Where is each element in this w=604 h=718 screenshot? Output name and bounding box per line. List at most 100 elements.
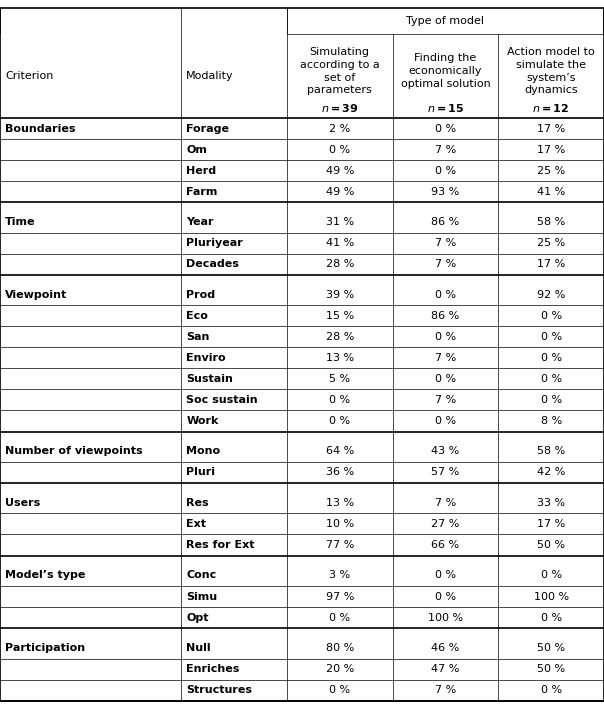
Text: Opt: Opt	[186, 612, 209, 623]
Text: 0 %: 0 %	[435, 570, 456, 580]
Text: Herd: Herd	[186, 166, 216, 176]
Text: Ext: Ext	[186, 519, 206, 529]
Text: 0 %: 0 %	[329, 144, 350, 154]
Text: 8 %: 8 %	[541, 416, 562, 426]
Text: 0 %: 0 %	[541, 612, 562, 623]
Text: 31 %: 31 %	[326, 217, 354, 227]
Text: 15 %: 15 %	[326, 311, 354, 321]
Text: 42 %: 42 %	[537, 467, 565, 477]
Text: 3 %: 3 %	[329, 570, 350, 580]
Text: Boundaries: Boundaries	[5, 123, 75, 134]
Text: 17 %: 17 %	[537, 123, 565, 134]
Text: 7 %: 7 %	[435, 259, 456, 269]
Text: 39 %: 39 %	[326, 289, 354, 299]
Text: Finding the
economically
optimal solution: Finding the economically optimal solutio…	[400, 53, 490, 89]
Text: 0 %: 0 %	[329, 395, 350, 405]
Text: Action model to
simulate the
system’s
dynamics: Action model to simulate the system’s dy…	[507, 47, 595, 95]
Text: 41 %: 41 %	[326, 238, 354, 248]
Text: Structures: Structures	[186, 685, 252, 695]
Text: 17 %: 17 %	[537, 144, 565, 154]
Text: 0 %: 0 %	[329, 612, 350, 623]
Text: Enriches: Enriches	[186, 664, 240, 674]
Text: 0 %: 0 %	[541, 685, 562, 695]
Text: 13 %: 13 %	[326, 498, 354, 508]
Text: Farm: Farm	[186, 187, 217, 197]
Text: Participation: Participation	[5, 643, 85, 653]
Text: Soc sustain: Soc sustain	[186, 395, 258, 405]
Text: Simu: Simu	[186, 592, 217, 602]
Text: 77 %: 77 %	[326, 540, 354, 550]
Text: 17 %: 17 %	[537, 259, 565, 269]
Text: 28 %: 28 %	[326, 332, 354, 342]
Text: 0 %: 0 %	[435, 289, 456, 299]
Text: San: San	[186, 332, 210, 342]
Text: 100 %: 100 %	[428, 612, 463, 623]
Text: 0 %: 0 %	[541, 332, 562, 342]
Text: 5 %: 5 %	[329, 374, 350, 384]
Text: Decades: Decades	[186, 259, 239, 269]
Text: Eco: Eco	[186, 311, 208, 321]
Text: 93 %: 93 %	[431, 187, 460, 197]
Text: Year: Year	[186, 217, 214, 227]
Text: 0 %: 0 %	[435, 592, 456, 602]
Text: Users: Users	[5, 498, 40, 508]
Text: 36 %: 36 %	[326, 467, 354, 477]
Text: 7 %: 7 %	[435, 395, 456, 405]
Text: 7 %: 7 %	[435, 238, 456, 248]
Text: $n$ = 15: $n$ = 15	[427, 102, 464, 114]
Text: 28 %: 28 %	[326, 259, 354, 269]
Text: 0 %: 0 %	[541, 395, 562, 405]
Text: 0 %: 0 %	[329, 685, 350, 695]
Text: Forage: Forage	[186, 123, 229, 134]
Text: Res for Ext: Res for Ext	[186, 540, 255, 550]
Text: 0 %: 0 %	[435, 166, 456, 176]
Text: 7 %: 7 %	[435, 685, 456, 695]
Text: 50 %: 50 %	[537, 664, 565, 674]
Text: 97 %: 97 %	[326, 592, 354, 602]
Text: 27 %: 27 %	[431, 519, 460, 529]
Text: Simulating
according to a
set of
parameters: Simulating according to a set of paramet…	[300, 47, 380, 95]
Text: 20 %: 20 %	[326, 664, 354, 674]
Text: 49 %: 49 %	[326, 166, 354, 176]
Text: 0 %: 0 %	[541, 570, 562, 580]
Text: Model’s type: Model’s type	[5, 570, 85, 580]
Text: 100 %: 100 %	[533, 592, 569, 602]
Text: Number of viewpoints: Number of viewpoints	[5, 447, 143, 457]
Text: Prod: Prod	[186, 289, 215, 299]
Text: 86 %: 86 %	[431, 311, 460, 321]
Text: 46 %: 46 %	[431, 643, 460, 653]
Text: Sustain: Sustain	[186, 374, 233, 384]
Text: 80 %: 80 %	[326, 643, 354, 653]
Text: 7 %: 7 %	[435, 353, 456, 363]
Text: 17 %: 17 %	[537, 519, 565, 529]
Text: 49 %: 49 %	[326, 187, 354, 197]
Text: 50 %: 50 %	[537, 540, 565, 550]
Text: 47 %: 47 %	[431, 664, 460, 674]
Text: 0 %: 0 %	[435, 123, 456, 134]
Text: 0 %: 0 %	[329, 416, 350, 426]
Text: 86 %: 86 %	[431, 217, 460, 227]
Text: 43 %: 43 %	[431, 447, 460, 457]
Text: Res: Res	[186, 498, 209, 508]
Text: 0 %: 0 %	[435, 332, 456, 342]
Text: 57 %: 57 %	[431, 467, 460, 477]
Text: $n$ = 39: $n$ = 39	[321, 102, 359, 114]
Text: 25 %: 25 %	[537, 238, 565, 248]
Text: 10 %: 10 %	[326, 519, 354, 529]
Text: $n$ = 12: $n$ = 12	[533, 102, 570, 114]
Text: 33 %: 33 %	[537, 498, 565, 508]
Text: Null: Null	[186, 643, 211, 653]
Text: Work: Work	[186, 416, 219, 426]
Text: Viewpoint: Viewpoint	[5, 289, 67, 299]
Text: 41 %: 41 %	[537, 187, 565, 197]
Text: Modality: Modality	[186, 71, 234, 81]
Text: 0 %: 0 %	[541, 311, 562, 321]
Text: 66 %: 66 %	[431, 540, 460, 550]
Text: Time: Time	[5, 217, 36, 227]
Text: 7 %: 7 %	[435, 498, 456, 508]
Text: 0 %: 0 %	[435, 374, 456, 384]
Text: 13 %: 13 %	[326, 353, 354, 363]
Text: Enviro: Enviro	[186, 353, 226, 363]
Text: 0 %: 0 %	[541, 353, 562, 363]
Text: 92 %: 92 %	[537, 289, 565, 299]
